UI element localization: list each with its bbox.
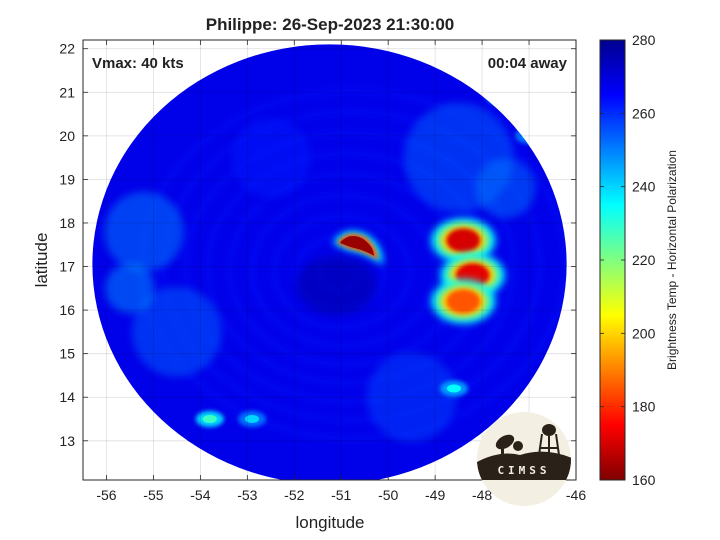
logo-text: CIMSS bbox=[497, 464, 550, 477]
x-tick-label: -55 bbox=[143, 487, 163, 503]
x-tick-label: -46 bbox=[566, 487, 586, 503]
colorbar-tick-label: 180 bbox=[632, 399, 656, 415]
feature-cell-6 bbox=[195, 411, 224, 428]
colorbar-tick-label: 280 bbox=[632, 32, 656, 48]
y-axis-label: latitude bbox=[32, 233, 51, 288]
x-axis-label: longitude bbox=[295, 513, 364, 532]
y-tick-label: 17 bbox=[59, 259, 75, 275]
feature-warm-core bbox=[296, 255, 377, 316]
colorbar-tick-label: 200 bbox=[632, 325, 656, 341]
chart-title: Philippe: 26-Sep-2023 21:30:00 bbox=[206, 15, 455, 34]
logo-tower bbox=[542, 424, 556, 436]
x-tick-label: -51 bbox=[331, 487, 351, 503]
x-tick-label: -54 bbox=[190, 487, 210, 503]
x-tick-label: -50 bbox=[378, 487, 398, 503]
grid bbox=[83, 40, 577, 480]
axes-box bbox=[82, 39, 577, 481]
vmax-annotation: Vmax: 40 kts bbox=[92, 55, 184, 72]
y-tick-label: 21 bbox=[59, 84, 75, 100]
colorbar-tick-label: 260 bbox=[632, 105, 656, 121]
y-tick-label: 15 bbox=[59, 346, 75, 362]
features-layer bbox=[195, 88, 544, 428]
x-tick-label: -48 bbox=[472, 487, 492, 503]
colorbar-ticks: 160 180 200 220 240 260 280 bbox=[600, 32, 656, 488]
colorbar-tick-label: 160 bbox=[632, 472, 656, 488]
swath-texture bbox=[104, 87, 567, 443]
cimss-logo: CIMSS bbox=[477, 412, 571, 506]
logo-dish bbox=[495, 434, 515, 450]
y-tick-label: 16 bbox=[59, 302, 75, 318]
x-tick-label: -56 bbox=[96, 487, 116, 503]
y-tick-label: 14 bbox=[59, 389, 75, 405]
feature-cell-8 bbox=[439, 380, 468, 397]
x-tick-label: -53 bbox=[237, 487, 257, 503]
colorbar-tick-label: 240 bbox=[632, 179, 656, 195]
feature-eyewall bbox=[332, 231, 383, 265]
feature-rainband-3 bbox=[431, 279, 496, 324]
y-tick-label: 13 bbox=[59, 433, 75, 449]
y-tick-label: 20 bbox=[59, 128, 75, 144]
y-axis-ticks: 13 14 15 16 17 18 19 20 21 22 bbox=[59, 41, 576, 449]
feature-rainband-1 bbox=[431, 218, 496, 263]
colorbar bbox=[600, 40, 625, 480]
y-tick-label: 22 bbox=[59, 41, 75, 57]
image-layer bbox=[92, 44, 567, 480]
y-tick-label: 19 bbox=[59, 171, 75, 187]
y-tick-label: 18 bbox=[59, 215, 75, 231]
time-away-annotation: 00:04 away bbox=[488, 55, 568, 72]
colorbar-label: Brightness Temp - Horizontal Polarizatio… bbox=[665, 150, 679, 370]
x-tick-label: -52 bbox=[284, 487, 304, 503]
colorbar-tick-label: 220 bbox=[632, 252, 656, 268]
x-tick-label: -49 bbox=[425, 487, 445, 503]
feature-cell-7 bbox=[238, 411, 267, 428]
